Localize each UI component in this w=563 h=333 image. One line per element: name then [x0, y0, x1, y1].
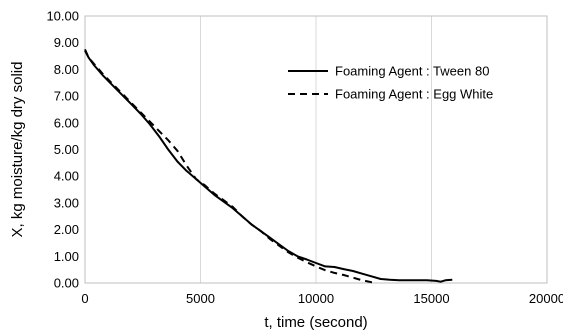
y-tick-label: 3.00 — [54, 195, 79, 210]
series-layer — [84, 48, 453, 284]
y-tick-label: 7.00 — [54, 89, 79, 104]
y-tick-label: 10.00 — [46, 9, 79, 24]
vertical-gridlines — [200, 16, 432, 283]
x-axis-tick-labels: 0 5000 10000 15000 20000 — [81, 291, 563, 306]
legend: Foaming Agent : Tween 80 Foaming Agent : … — [288, 64, 493, 102]
y-tick-label: 9.00 — [54, 35, 79, 50]
x-tick-label: 20000 — [529, 291, 563, 306]
x-axis-title: t, time (second) — [264, 314, 367, 331]
y-tick-label: 0.00 — [54, 276, 79, 291]
y-tick-label: 1.00 — [54, 249, 79, 264]
y-axis-title: X, kg moisture/kg dry solid — [9, 62, 26, 238]
y-tick-label: 4.00 — [54, 169, 79, 184]
x-tick-label: 15000 — [413, 291, 449, 306]
series-line-egg-white — [84, 48, 377, 284]
y-tick-label: 6.00 — [54, 115, 79, 130]
series-line-tween-80 — [84, 50, 453, 283]
legend-label: Foaming Agent : Egg White — [335, 87, 493, 102]
x-tick-label: 0 — [81, 291, 88, 306]
y-tick-label: 2.00 — [54, 222, 79, 237]
legend-label: Foaming Agent : Tween 80 — [335, 64, 489, 79]
y-tick-label: 5.00 — [54, 142, 79, 157]
y-axis-tick-labels: 0.00 1.00 2.00 3.00 4.00 5.00 6.00 7.00 8.00 9.00… — [46, 9, 79, 291]
y-tick-label: 8.00 — [54, 62, 79, 77]
x-tick-label: 10000 — [298, 291, 334, 306]
plot-area-frame — [84, 15, 548, 284]
x-tick-label: 5000 — [186, 291, 215, 306]
